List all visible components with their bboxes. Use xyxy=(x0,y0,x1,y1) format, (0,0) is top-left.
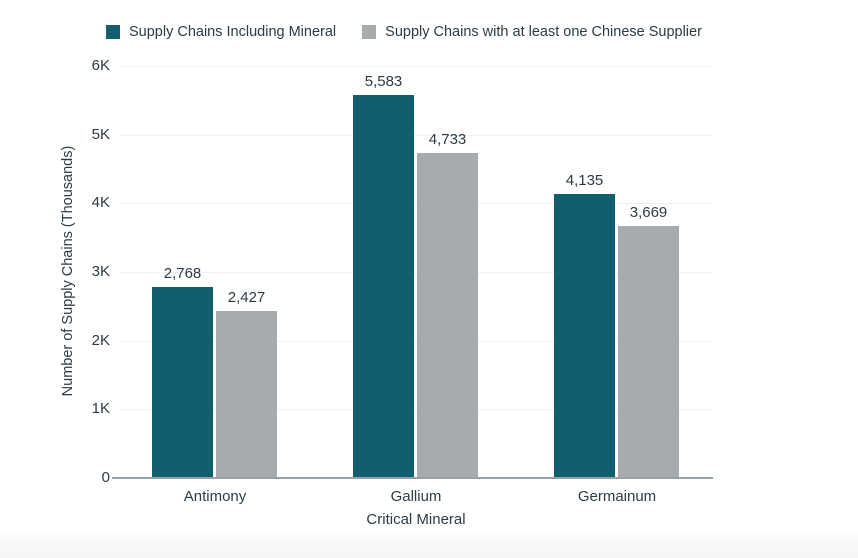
bar-group-antimony: 2,768 2,427 xyxy=(152,265,277,477)
legend-label: Supply Chains Including Mineral xyxy=(129,24,337,40)
bar-value-label: 2,427 xyxy=(227,289,266,306)
y-tick-6k: 6K xyxy=(91,57,110,74)
gridline-2k xyxy=(120,341,712,342)
bar-germainum-chinese-supplier: 3,669 xyxy=(618,204,679,477)
x-tick-gallium: Gallium xyxy=(390,488,442,505)
y-tick-2k: 2K xyxy=(91,332,110,349)
gridline-5k xyxy=(120,135,712,136)
gridline-1k xyxy=(120,409,712,410)
bar-gallium-including-mineral: 5,583 xyxy=(353,73,414,477)
bar-value-label: 4,135 xyxy=(565,172,604,189)
x-tick-antimony: Antimony xyxy=(183,488,247,505)
bar-germainum-including-mineral: 4,135 xyxy=(554,172,615,477)
gridline-3k xyxy=(120,272,712,273)
x-axis-title: Critical Mineral xyxy=(366,511,466,528)
bar-value-label: 4,733 xyxy=(428,131,467,148)
y-tick-3k: 3K xyxy=(91,263,110,280)
legend-swatch-teal xyxy=(106,25,120,39)
legend-swatch-gray xyxy=(362,25,377,39)
bar-value-label: 5,583 xyxy=(364,73,403,90)
x-axis-line xyxy=(112,477,713,479)
y-tick-5k: 5K xyxy=(91,126,110,143)
bar-antimony-chinese-supplier: 2,427 xyxy=(216,289,277,477)
y-tick-4k: 4K xyxy=(91,194,110,211)
bar-group-gallium: 5,583 4,733 xyxy=(353,73,478,477)
bar-group-germainum: 4,135 3,669 xyxy=(554,172,679,477)
bar-gallium-chinese-supplier: 4,733 xyxy=(417,131,478,477)
gridline-4k xyxy=(120,203,712,204)
legend-label: Supply Chains with at least one Chinese … xyxy=(385,24,702,40)
legend-item-chinese-supplier: Supply Chains with at least one Chinese … xyxy=(362,24,702,40)
bar-antimony-including-mineral: 2,768 xyxy=(152,265,213,477)
bar-value-label: 2,768 xyxy=(163,265,202,282)
chart-legend: Supply Chains Including Mineral Supply C… xyxy=(106,24,702,40)
x-tick-germainum: Germainum xyxy=(577,488,657,505)
y-tick-1k: 1K xyxy=(91,400,110,417)
bar-value-label: 3,669 xyxy=(629,204,668,221)
y-axis-title: Number of Supply Chains (Thousands) xyxy=(60,145,76,397)
gridline-6k xyxy=(120,66,712,67)
y-tick-0: 0 xyxy=(101,469,110,486)
page-footer-band xyxy=(0,532,858,558)
legend-item-including-mineral: Supply Chains Including Mineral xyxy=(106,24,336,40)
